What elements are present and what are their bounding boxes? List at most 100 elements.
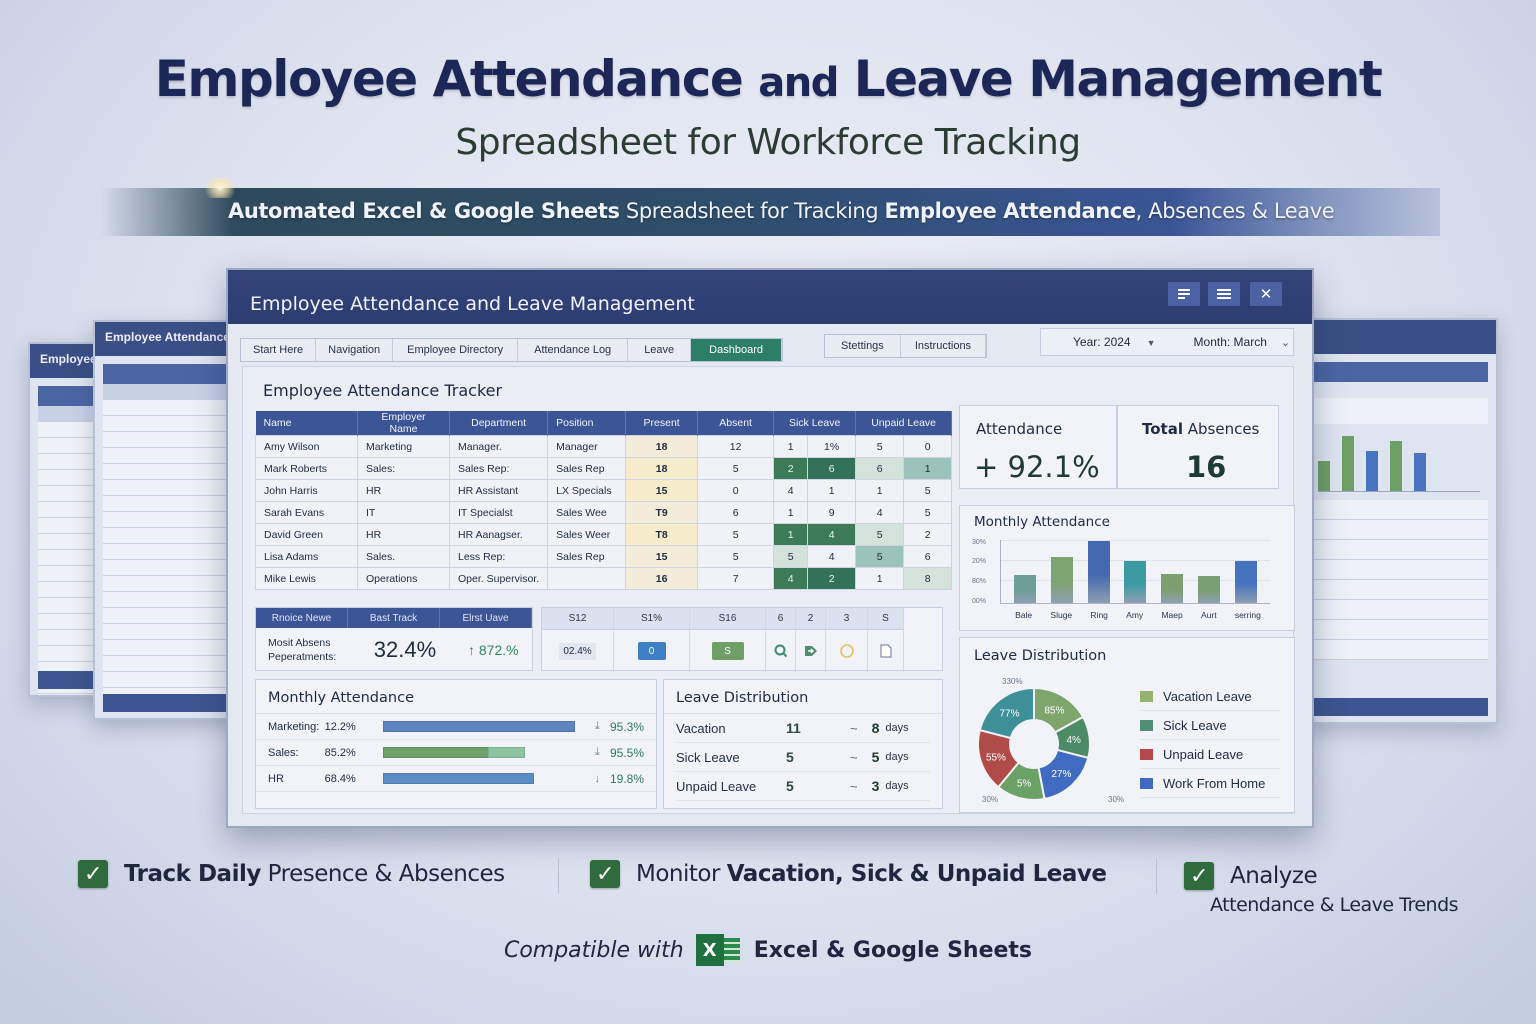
cell-position[interactable] bbox=[547, 567, 627, 590]
cell-department[interactable]: Oper. Supervisor. bbox=[448, 567, 549, 590]
cell-position[interactable]: LX Specials bbox=[547, 479, 627, 502]
cell-unpaid-leave[interactable]: 1 bbox=[903, 457, 953, 480]
col-present[interactable]: Present bbox=[625, 411, 699, 436]
cell-sick-leave[interactable]: 2 bbox=[773, 457, 809, 480]
tab-leave[interactable]: Leave bbox=[628, 339, 692, 361]
close-icon[interactable]: ✕ bbox=[1250, 282, 1282, 306]
cell-sick-leave[interactable]: 1 bbox=[773, 501, 809, 524]
cell-present[interactable]: T9 bbox=[625, 501, 699, 524]
cell-department[interactable]: Less Rep: bbox=[448, 545, 549, 568]
cell-sick-leave[interactable]: 4 bbox=[807, 523, 857, 546]
cell-present[interactable]: 16 bbox=[625, 567, 699, 590]
col-department[interactable]: Department bbox=[449, 411, 549, 436]
search-icon[interactable] bbox=[766, 630, 796, 672]
cell-department[interactable]: Manager. bbox=[448, 435, 549, 458]
cell-absent[interactable]: 0 bbox=[697, 479, 775, 502]
cell-sick-leave[interactable]: 2 bbox=[807, 567, 857, 590]
cell-position[interactable]: Sales Rep bbox=[547, 545, 627, 568]
filter-icon[interactable] bbox=[1168, 282, 1200, 306]
table-row[interactable]: John Harris HR HR Assistant LX Specials 15 0 4… bbox=[255, 479, 953, 502]
green-chip[interactable]: S bbox=[711, 642, 744, 660]
col-employer[interactable]: Employer Name bbox=[357, 411, 450, 436]
legend-item[interactable]: Unpaid Leave bbox=[1140, 740, 1280, 769]
year-select[interactable]: Year: 2024 ▼ bbox=[1057, 335, 1156, 349]
cell-unpaid-leave[interactable]: 0 bbox=[903, 435, 953, 458]
cell-sick-leave[interactable]: 5 bbox=[773, 545, 809, 568]
cell-position[interactable]: Sales Wee bbox=[547, 501, 627, 524]
chart-bar[interactable] bbox=[1161, 574, 1184, 603]
document-icon[interactable] bbox=[868, 630, 904, 672]
cell-unpaid-leave[interactable]: 1 bbox=[855, 479, 905, 502]
col-unpaid-leave[interactable]: Unpaid Leave bbox=[855, 411, 953, 436]
cell-name[interactable]: Amy Wilson bbox=[255, 435, 358, 458]
cell-absent[interactable]: 6 bbox=[697, 501, 775, 524]
cell-employer[interactable]: Sales: bbox=[357, 457, 450, 480]
cell-position[interactable]: Sales Rep bbox=[547, 457, 627, 480]
cell-absent[interactable]: 5 bbox=[697, 457, 775, 480]
circle-icon[interactable] bbox=[826, 630, 868, 672]
tab-instructions[interactable]: Instructions bbox=[901, 335, 987, 357]
chart-bar[interactable] bbox=[1014, 575, 1037, 603]
tab-start-here[interactable]: Start Here bbox=[241, 339, 317, 361]
cell-unpaid-leave[interactable]: 5 bbox=[903, 501, 953, 524]
cell-present[interactable]: 18 bbox=[625, 435, 699, 458]
cell-position[interactable]: Manager bbox=[547, 435, 627, 458]
donut-slice[interactable] bbox=[978, 686, 1035, 740]
cell-employer[interactable]: IT bbox=[357, 501, 450, 524]
cell-employer[interactable]: HR bbox=[357, 523, 450, 546]
cell-sick-leave[interactable]: 4 bbox=[773, 567, 809, 590]
chart-bar[interactable] bbox=[1051, 556, 1074, 603]
tab-attendance-log[interactable]: Attendance Log bbox=[518, 339, 629, 361]
cell-sick-leave[interactable]: 1 bbox=[807, 479, 857, 502]
chart-bar[interactable] bbox=[1234, 561, 1257, 603]
cell-absent[interactable]: 12 bbox=[697, 435, 775, 458]
cell-unpaid-leave[interactable]: 6 bbox=[903, 545, 953, 568]
cell-unpaid-leave[interactable]: 5 bbox=[903, 479, 953, 502]
table-row[interactable]: Sarah Evans IT IT Specialst Sales Wee T9 6 1 9 4… bbox=[255, 501, 953, 524]
tab-employee-directory[interactable]: Employee Directory bbox=[393, 339, 519, 361]
cell-employer[interactable]: HR bbox=[357, 479, 450, 502]
cell-name[interactable]: Mark Roberts bbox=[255, 457, 358, 480]
cell-department[interactable]: HR Assistant bbox=[448, 479, 549, 502]
cell-present[interactable]: 18 bbox=[625, 457, 699, 480]
col-sick-leave[interactable]: Sick Leave bbox=[773, 411, 857, 436]
table-row[interactable]: Amy Wilson Marketing Manager. Manager 18 12 1 1… bbox=[255, 435, 953, 458]
cell-name[interactable]: Lisa Adams bbox=[255, 545, 358, 568]
menu-icon[interactable] bbox=[1208, 282, 1240, 306]
legend-item[interactable]: Vacation Leave bbox=[1140, 682, 1280, 711]
col-position[interactable]: Position bbox=[547, 411, 627, 436]
arrow-right-icon[interactable] bbox=[796, 630, 826, 672]
cell-present[interactable]: 15 bbox=[625, 479, 699, 502]
table-row[interactable]: Mark Roberts Sales: Sales Rep: Sales Rep 18 5… bbox=[255, 457, 953, 480]
cell-department[interactable]: IT Specialst bbox=[448, 501, 549, 524]
cell-sick-leave[interactable]: 1 bbox=[773, 435, 809, 458]
cell-sick-leave[interactable]: 1% bbox=[807, 435, 857, 458]
cell-sick-leave[interactable]: 4 bbox=[773, 479, 809, 502]
cell-unpaid-leave[interactable]: 4 bbox=[855, 501, 905, 524]
chart-bar[interactable] bbox=[1087, 541, 1110, 603]
tab-settings[interactable]: Stettings bbox=[825, 335, 901, 357]
cell-employer[interactable]: Sales. bbox=[357, 545, 450, 568]
cell-position[interactable]: Sales Weer bbox=[547, 523, 627, 546]
col-name[interactable]: Name bbox=[255, 411, 358, 436]
cell-name[interactable]: Sarah Evans bbox=[255, 501, 358, 524]
col-absent[interactable]: Absent bbox=[697, 411, 775, 436]
cell-employer[interactable]: Operations bbox=[357, 567, 450, 590]
cell-department[interactable]: HR Aanagser. bbox=[448, 523, 549, 546]
cell-unpaid-leave[interactable]: 1 bbox=[855, 567, 905, 590]
cell-name[interactable]: Mike Lewis bbox=[255, 567, 358, 590]
table-row[interactable]: Mike Lewis Operations Oper. Supervisor. 16 7… bbox=[255, 567, 953, 590]
table-row[interactable]: David Green HR HR Aanagser. Sales Weer T8 5 1 4… bbox=[255, 523, 953, 546]
cell-sick-leave[interactable]: 4 bbox=[807, 545, 857, 568]
cell-unpaid-leave[interactable]: 5 bbox=[855, 435, 905, 458]
table-row[interactable]: Lisa Adams Sales. Less Rep: Sales Rep 15 5 5 4 5… bbox=[255, 545, 953, 568]
cell-absent[interactable]: 7 bbox=[697, 567, 775, 590]
cell-unpaid-leave[interactable]: 5 bbox=[855, 545, 905, 568]
blue-chip[interactable]: 0 bbox=[637, 642, 666, 660]
cell-sick-leave[interactable]: 9 bbox=[807, 501, 857, 524]
cell-name[interactable]: David Green bbox=[255, 523, 358, 546]
cell-absent[interactable]: 5 bbox=[697, 545, 775, 568]
month-select[interactable]: Month: March ⌄ bbox=[1178, 335, 1291, 349]
legend-item[interactable]: Work From Home bbox=[1140, 769, 1280, 798]
chart-bar[interactable] bbox=[1197, 575, 1220, 603]
